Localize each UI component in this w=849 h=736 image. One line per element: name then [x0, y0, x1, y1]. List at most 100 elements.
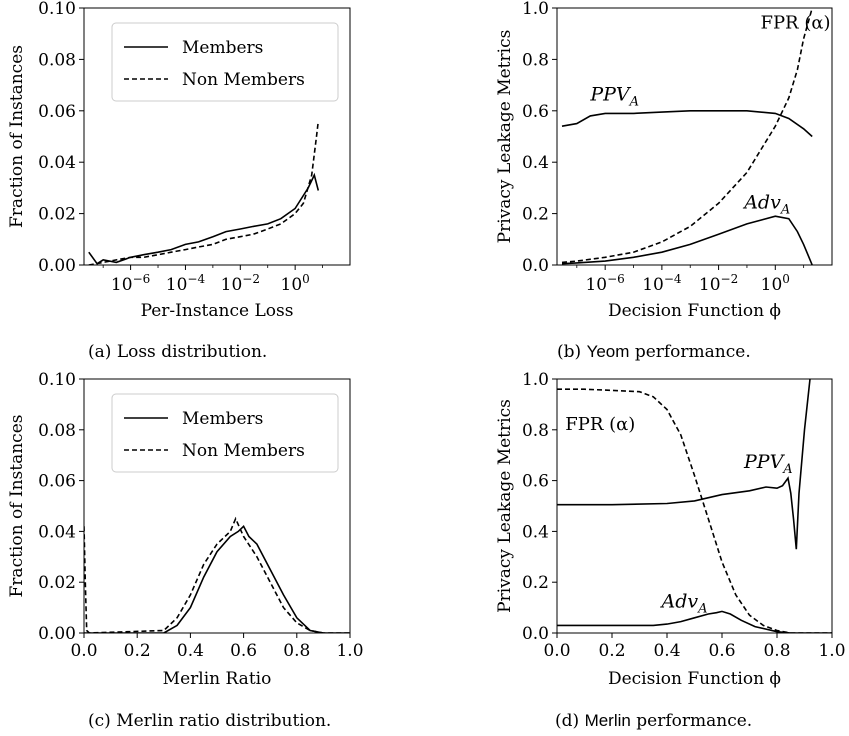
- series-line-0: [84, 524, 350, 633]
- caption-suffix: performance.: [631, 711, 752, 731]
- series-line-1: [84, 516, 350, 633]
- caption-suffix: Loss distribution.: [117, 342, 268, 362]
- series-group: [557, 379, 832, 633]
- series-line-2: [557, 610, 832, 633]
- annotation-label: AdvA: [742, 191, 790, 217]
- x-tick-base: 10: [166, 275, 188, 295]
- caption-prefix: (b): [557, 342, 587, 362]
- x-tick-exponent: −2: [242, 272, 260, 286]
- x-axis-label: Per-Instance Loss: [141, 301, 294, 321]
- x-tick-label: 10−4: [166, 272, 206, 295]
- legend: Members Non Members: [111, 393, 339, 473]
- panel-caption: (b) Yeom performance.: [557, 342, 751, 362]
- x-tick-label: 10−2: [699, 272, 738, 295]
- x-axis-label: Decision Function ϕ: [608, 301, 781, 321]
- y-tick-label: 0.10: [38, 0, 76, 19]
- x-tick-base: 10: [111, 275, 133, 295]
- x-tick-label: 0.0: [543, 641, 570, 661]
- caption-method-name: Merlin: [585, 711, 631, 730]
- annotation-subscript: A: [697, 602, 707, 617]
- series-group: [84, 516, 350, 633]
- series-line-0: [88, 172, 320, 265]
- plot-frame: [83, 378, 351, 634]
- x-tick-label: 100: [761, 272, 790, 295]
- x-tick-exponent: −6: [133, 272, 151, 286]
- x-tick-label: 100: [281, 272, 310, 295]
- y-tick-label: 1.0: [522, 370, 549, 390]
- y-axis-label: Fraction of Instances: [7, 45, 27, 228]
- caption-prefix: (c): [88, 711, 116, 731]
- series-group: [88, 121, 320, 265]
- plot-frame: [556, 7, 833, 266]
- x-tick-label: 10−6: [585, 272, 624, 295]
- x-tick-label: 0.8: [283, 641, 310, 661]
- y-tick-label: 0.0: [522, 624, 549, 644]
- x-tick-label: 0.4: [653, 641, 680, 661]
- legend-entry: Non Members: [182, 441, 305, 461]
- caption-suffix: performance.: [629, 342, 750, 362]
- y-tick-label: 0.00: [38, 256, 76, 276]
- series-line-1: [88, 121, 320, 265]
- plot-frame: [556, 378, 833, 634]
- y-tick-label: 0.2: [522, 205, 549, 225]
- series-group: [561, 8, 813, 265]
- y-tick-label: 0.08: [38, 421, 76, 441]
- y-tick-label: 0.08: [38, 50, 76, 70]
- legend-box: [111, 22, 339, 102]
- y-tick-label: 0.04: [38, 522, 76, 542]
- caption-prefix: (d): [555, 711, 585, 731]
- annotation-label: PPVA: [743, 451, 793, 477]
- annotation-text: Adv: [660, 591, 699, 613]
- x-axis-label: Merlin Ratio: [163, 669, 272, 689]
- annotation-label: FPR (α): [760, 13, 830, 34]
- x-tick-exponent: −4: [187, 272, 205, 286]
- y-tick-label: 0.2: [522, 573, 549, 593]
- y-tick-label: 1.0: [522, 0, 549, 19]
- panel-d: 0.0 0.2 0.4 0.6 0.8 1.0 0.0 0.2 0.4 0.6 0.8 1.0 Deci…: [495, 370, 846, 731]
- y-tick-label: 0.8: [522, 50, 549, 70]
- legend-entry: Members: [182, 38, 263, 58]
- x-tick-exponent: −2: [721, 272, 739, 286]
- annotation-text: Adv: [742, 191, 781, 213]
- annotation-label: AdvA: [660, 591, 708, 617]
- series-line-1: [557, 379, 811, 550]
- panel-b: 0.0 0.2 0.4 0.6 0.8 1.0 10−6 10 −4 10−2 100 Decisio…: [495, 0, 833, 362]
- x-tick-label: 1.0: [818, 641, 845, 661]
- annotation-text: PPV: [743, 451, 786, 473]
- annotation-label: FPR (α): [565, 414, 635, 435]
- series-line-0: [557, 388, 832, 633]
- x-tick-exponent: −4: [664, 272, 682, 286]
- y-axis-label: Privacy Leakage Metrics: [495, 30, 515, 244]
- caption-prefix: (a): [88, 342, 117, 362]
- annotation-subscript: A: [780, 202, 790, 217]
- x-tick-base: 10: [281, 275, 303, 295]
- y-tick-label: 0.6: [522, 472, 549, 492]
- y-tick-label: 0.0: [522, 256, 549, 276]
- y-tick-label: 0.06: [38, 472, 76, 492]
- y-tick-label: 0.4: [522, 153, 549, 173]
- y-tick-label: 0.04: [38, 153, 76, 173]
- x-tick-base: 10: [699, 275, 721, 295]
- panel-caption: (a) Loss distribution.: [88, 342, 267, 362]
- x-tick-label: 1.0: [336, 641, 363, 661]
- y-tick-label: 0.8: [522, 421, 549, 441]
- series-line-1: [561, 8, 813, 264]
- caption-method-name: Yeom: [587, 342, 630, 361]
- panel-c: 0.00 0.02 0.04 0.06 0.08 0.10 0.0 0.2 0.4 0.6 0.8 1…: [7, 370, 364, 731]
- legend-box: [111, 393, 339, 473]
- y-tick-label: 0.6: [522, 102, 549, 122]
- annotation-subscript: A: [629, 95, 639, 110]
- caption-suffix: Merlin ratio distribution.: [116, 711, 331, 731]
- y-tick-label: 0.02: [38, 573, 76, 593]
- x-tick-exponent: −6: [607, 272, 625, 286]
- y-tick-label: 0.4: [522, 522, 549, 542]
- panel-caption: (c) Merlin ratio distribution.: [88, 711, 331, 731]
- x-tick-label: 0.2: [124, 641, 151, 661]
- x-tick-label: 0.0: [70, 641, 97, 661]
- y-tick-label: 0.10: [38, 370, 76, 390]
- annotation-text: PPV: [589, 84, 632, 106]
- x-tick-label: 10−6: [111, 272, 150, 295]
- x-axis-label: Decision Function ϕ: [608, 669, 781, 689]
- x-tick-label: 0.6: [230, 641, 257, 661]
